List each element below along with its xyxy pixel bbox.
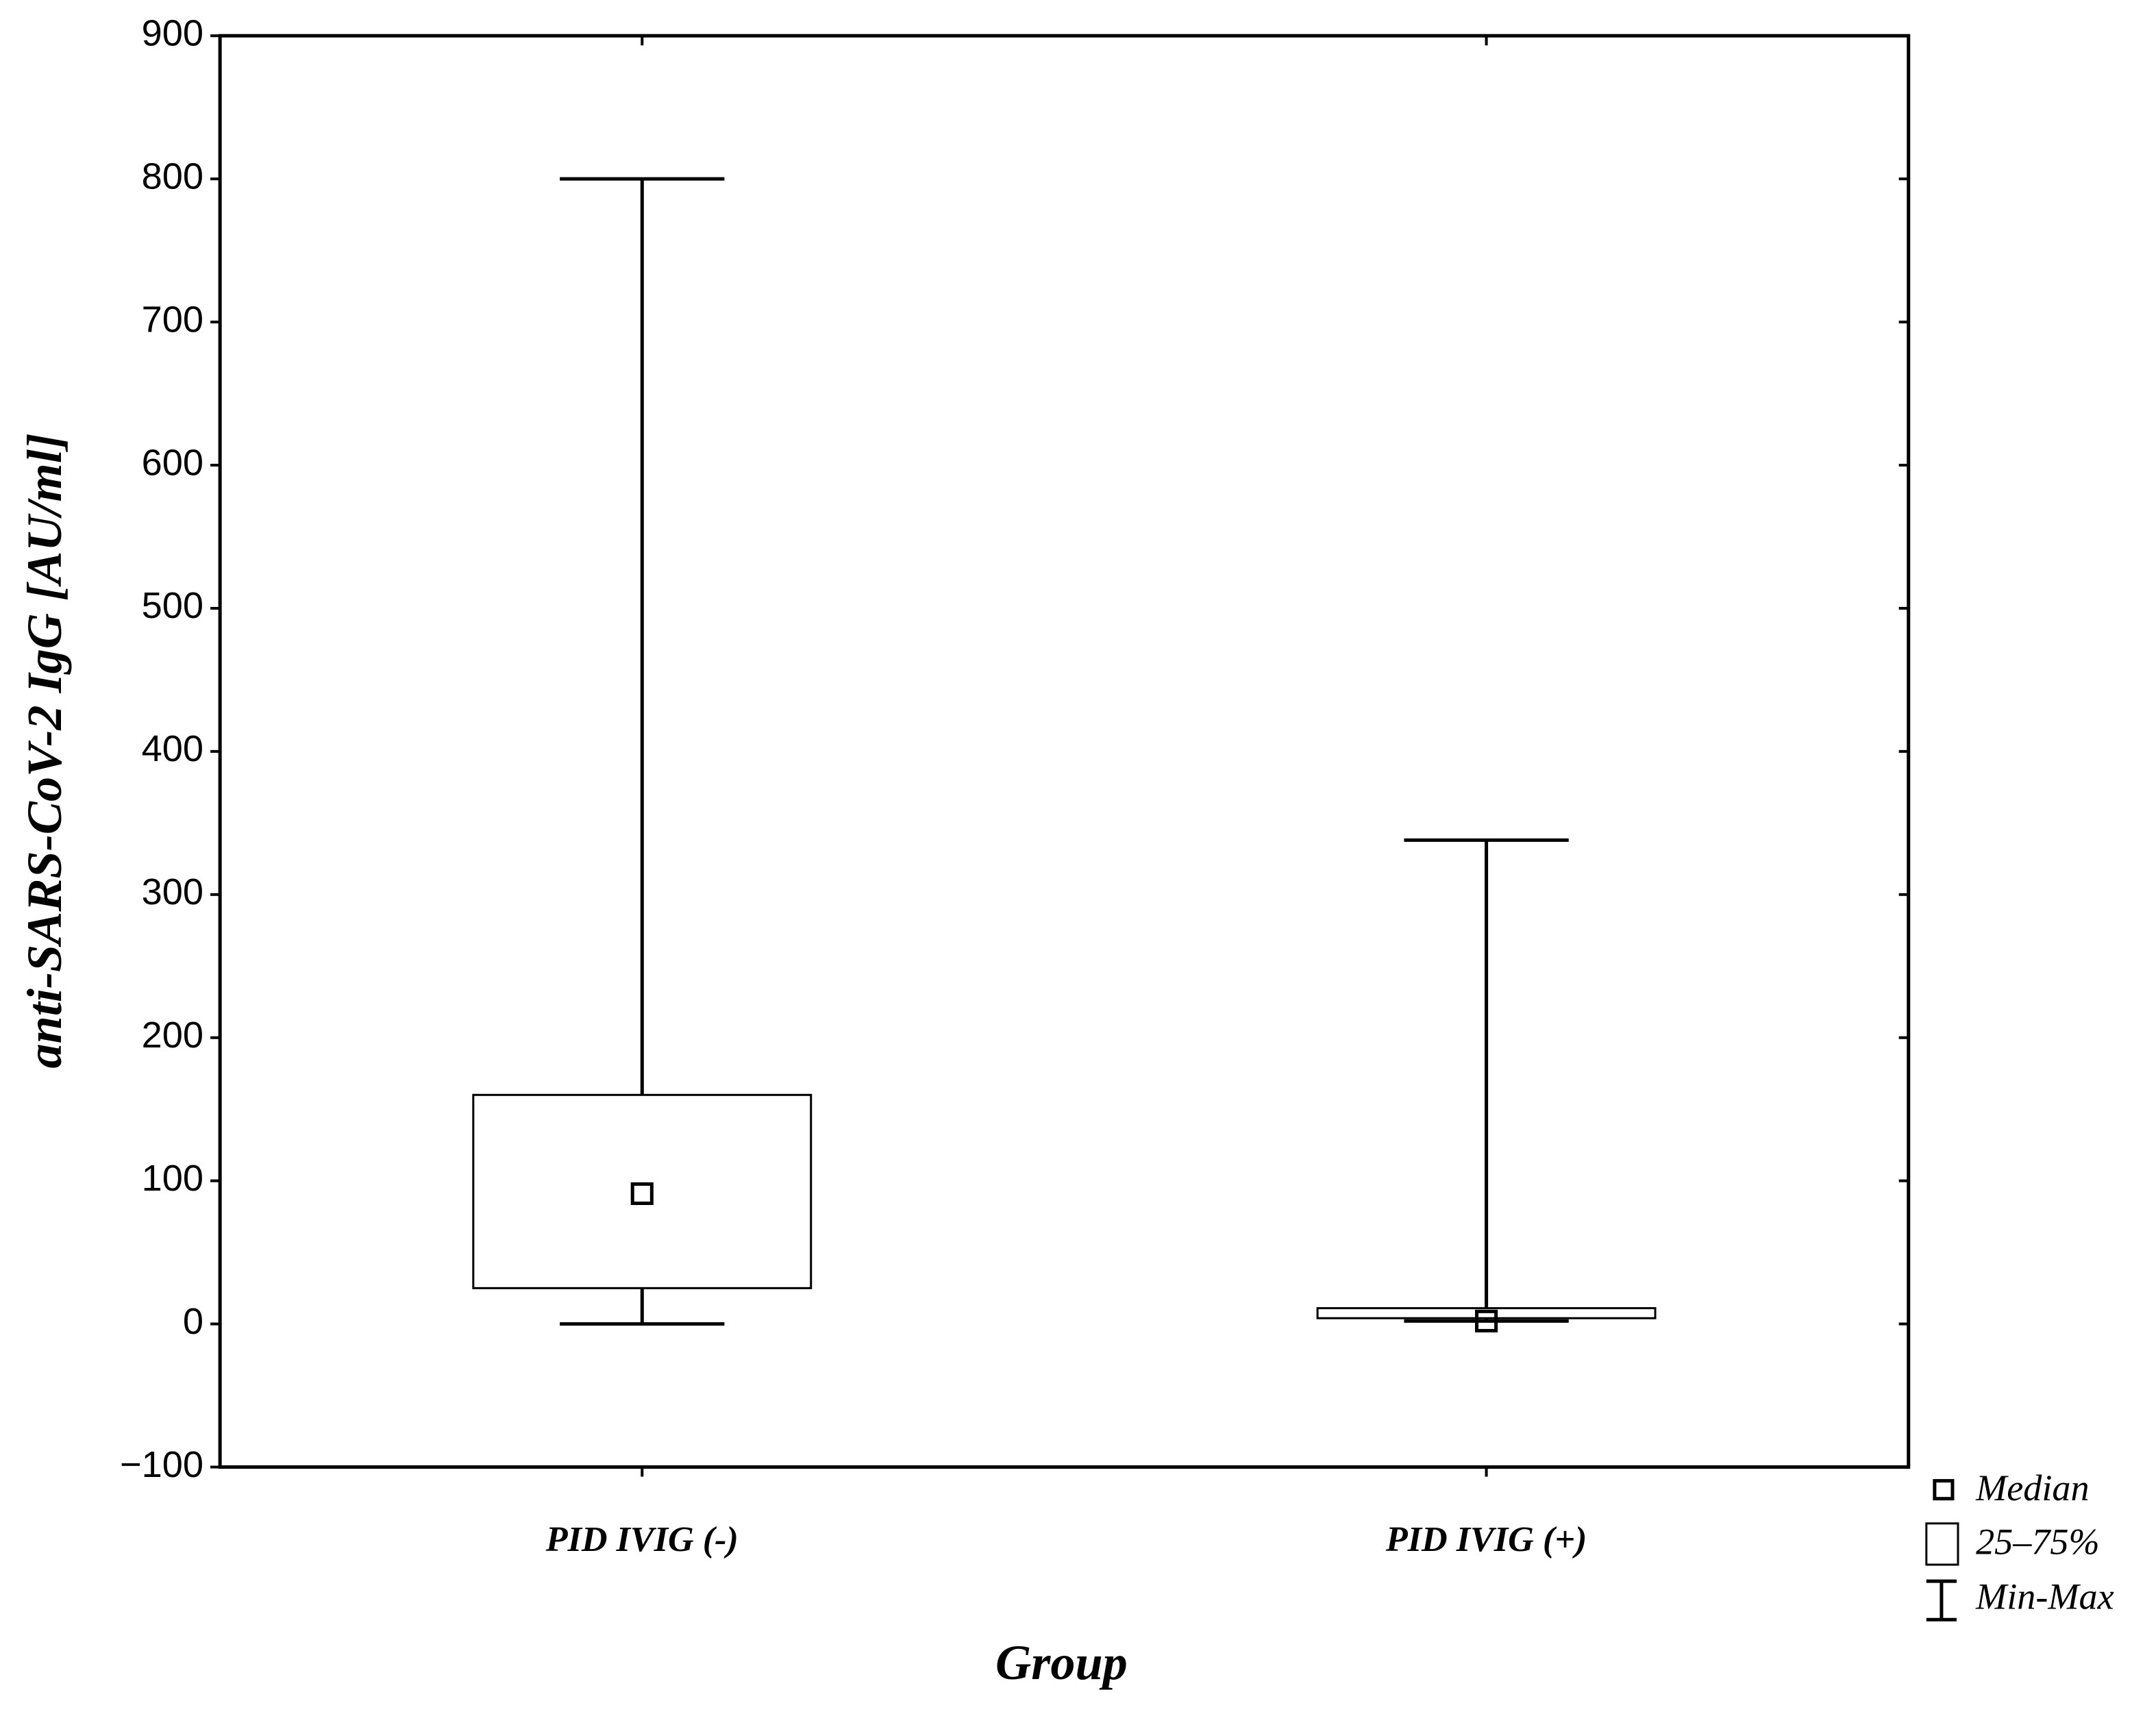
legend: Median 25–75% Min-Max <box>1925 1467 2114 1622</box>
legend-whisker-icon <box>1926 1579 1957 1622</box>
y-tick-label: 900 <box>142 13 203 54</box>
x-tick-label: PID IVIG (+) <box>1385 1520 1587 1559</box>
y-tick-label: 0 <box>183 1301 203 1342</box>
y-tick-label: 700 <box>142 299 203 340</box>
y-tick-label: 300 <box>142 871 203 912</box>
median-marker <box>1475 1309 1498 1332</box>
median-marker <box>630 1182 654 1206</box>
x-axis-title: Group <box>995 1635 1128 1690</box>
legend-box-icon <box>1925 1522 1959 1566</box>
y-tick-label: 400 <box>142 728 203 769</box>
y-tick-label: 800 <box>142 156 203 197</box>
legend-label: Median <box>1975 1467 2089 1508</box>
y-tick-label: 200 <box>142 1015 203 1056</box>
y-tick-label: −100 <box>120 1444 203 1485</box>
y-axis-title: anti-SARS-CoV-2 IgG [AU/ml] <box>17 433 72 1068</box>
box <box>472 1093 813 1289</box>
y-tick-label: 100 <box>142 1158 203 1199</box>
legend-label: 25–75% <box>1976 1521 2100 1562</box>
legend-median-icon <box>1933 1479 1955 1501</box>
legend-label: Min-Max <box>1975 1576 2114 1617</box>
y-tick-label: 500 <box>142 585 203 626</box>
y-tick-label: 600 <box>142 442 203 483</box>
x-tick-label: PID IVIG (-) <box>545 1520 739 1559</box>
box <box>1316 1307 1657 1319</box>
